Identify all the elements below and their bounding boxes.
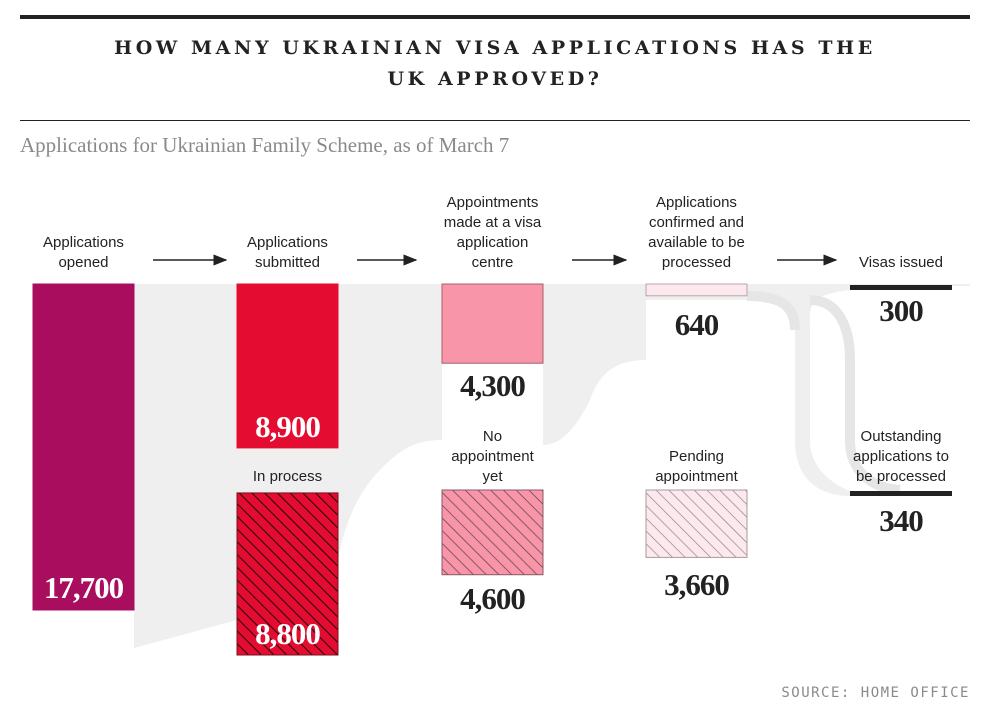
stage-label-opened: Applications opened <box>43 234 124 271</box>
bar-appointments <box>441 283 544 364</box>
value-label-appointments: 4,300 <box>460 368 525 403</box>
source-note: SOURCE: HOME OFFICE <box>781 685 970 701</box>
stage-label-confirmed: Applications confirmed and available to be… <box>648 194 745 271</box>
flow-curve-1 <box>809 295 901 495</box>
bar-confirmed <box>645 283 748 297</box>
bar-outstanding <box>850 491 952 496</box>
value-label-no-appointment: 4,600 <box>460 581 525 616</box>
stage-label-submitted: Applications submitted <box>247 234 328 271</box>
chart-title: HOW MANY UKRAINIAN VISA APPLICATIONS HAS… <box>114 37 876 90</box>
value-label-in-process: 8,800 <box>255 616 320 651</box>
title-divider <box>20 120 970 121</box>
stage-label-in-process: In process <box>253 468 322 485</box>
bar-pending <box>645 489 748 558</box>
flow-curve-2 <box>746 291 800 331</box>
bar-in-process <box>236 492 339 656</box>
value-label-opened: 17,700 <box>44 570 124 605</box>
chart-subtitle: Applications for Ukrainian Family Scheme… <box>20 133 510 157</box>
bar-issued <box>850 285 952 290</box>
value-label-issued: 300 <box>879 293 923 328</box>
value-label-outstanding: 340 <box>879 503 923 538</box>
value-label-confirmed: 640 <box>675 307 719 342</box>
stage-label-issued: Visas issued <box>859 254 943 271</box>
bar-opened <box>32 283 135 611</box>
top-rule <box>20 15 970 19</box>
stage-label-pending: Pending appointment <box>655 448 738 485</box>
stage-label-no-appointment: No appointment yet <box>451 428 534 485</box>
bar-no-appointment <box>441 489 544 576</box>
stage-label-outstanding: Outstanding applications to be processed <box>853 428 949 485</box>
stage-label-appointments: Appointments made at a visa application cen… <box>444 194 542 271</box>
bar-submitted <box>236 283 339 449</box>
value-label-submitted: 8,900 <box>255 409 320 444</box>
value-label-pending: 3,660 <box>664 567 729 602</box>
